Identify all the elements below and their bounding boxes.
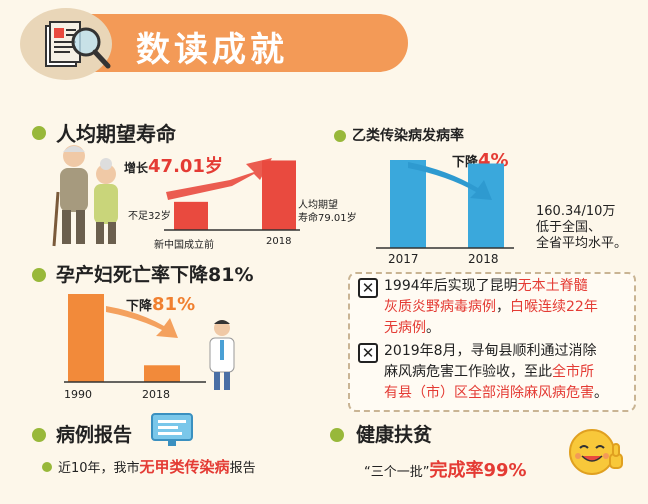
maternal-tick-2: 2018 <box>142 388 170 401</box>
maternal-decline-label: 下降81% <box>126 294 196 315</box>
achievement-notes-box <box>348 272 636 412</box>
poverty-heading: 健康扶贫 <box>356 424 433 446</box>
infect-note-1: 160.34/10万 <box>536 204 616 219</box>
maternal-mortality-chart <box>64 294 206 383</box>
infect-note-3: 全省平均水平。 <box>536 236 628 251</box>
elderly-couple-icon <box>52 145 118 247</box>
doctor-icon <box>209 320 235 390</box>
page-title: 数读成就 <box>136 30 288 70</box>
life-low-label: 不足32岁 <box>128 211 171 222</box>
computer-screen-icon <box>151 413 193 446</box>
life-tick-1: 新中国成立前 <box>154 240 214 251</box>
infect-trend-arrow <box>408 162 492 200</box>
report-magnifier-icon <box>45 21 111 69</box>
maternal-bar-1990 <box>68 294 104 382</box>
report-dot <box>42 462 52 472</box>
infect-heading: 乙类传染病发病率 <box>352 128 464 144</box>
checkbox-icon-1: ✕ <box>358 278 378 298</box>
life-heading: 人均期望寿命 <box>56 122 176 146</box>
life-high-label-1: 人均期望 <box>298 200 338 211</box>
life-high-label-2: 寿命79.01岁 <box>298 213 357 224</box>
bullet-maternal <box>32 268 46 282</box>
header-banner <box>58 14 408 72</box>
infect-bar-2018 <box>468 163 504 248</box>
note-item-1: 1994年后实现了昆明无本土脊髓 灰质炎野病毒病例，白喉连续22年 无病例。 <box>384 278 598 336</box>
maternal-bar-2018 <box>144 365 180 382</box>
life-increase-label: 增长47.01岁 <box>124 156 223 177</box>
bullet-life <box>32 126 46 140</box>
life-tick-2: 2018 <box>266 236 292 247</box>
bullet-infect <box>334 130 346 142</box>
smiley-thumbs-up-icon <box>569 429 623 475</box>
life-bar-2018 <box>262 160 296 230</box>
infect-tick-2: 2018 <box>468 252 499 266</box>
life-expectancy-chart <box>164 158 300 231</box>
checkbox-icon-2: ✕ <box>358 343 378 363</box>
maternal-tick-1: 1990 <box>64 388 92 401</box>
poverty-text: “三个一批”完成率99% <box>364 460 527 481</box>
bullet-report <box>32 428 46 442</box>
maternal-heading: 孕产妇死亡率下降81% <box>56 264 254 286</box>
infect-tick-1: 2017 <box>388 252 419 266</box>
note-item-2: 2019年8月，寻甸县顺利通过消除 麻风病危害工作验收，至此全市所 有县（市）区全部… <box>384 343 608 401</box>
maternal-trend-arrow <box>106 306 178 338</box>
report-text: 近10年，我市无甲类传染病报告 <box>58 458 256 476</box>
infect-bar-2017 <box>390 160 426 248</box>
infect-note-2: 低于全国、 <box>536 220 602 235</box>
life-bar-新中国成立前 <box>174 201 208 230</box>
infectious-disease-chart <box>376 160 514 249</box>
report-heading: 病例报告 <box>56 424 133 446</box>
life-trend-arrow <box>166 158 272 200</box>
bullet-poverty <box>330 428 344 442</box>
